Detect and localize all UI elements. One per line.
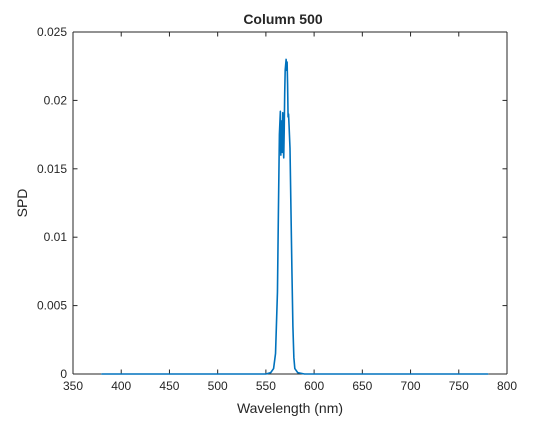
series-layer bbox=[101, 58, 489, 375]
x-tick-label: 500 bbox=[208, 379, 228, 393]
y-tick-label: 0.005 bbox=[37, 299, 67, 313]
series-line bbox=[101, 58, 489, 375]
x-axis-ticks: 350 400 450 500 550 600 650 700 750 800 bbox=[63, 32, 517, 393]
x-tick-label: 650 bbox=[352, 379, 372, 393]
x-tick-label: 800 bbox=[497, 379, 517, 393]
y-axis-label: SPD bbox=[14, 189, 30, 218]
x-tick-label: 700 bbox=[401, 379, 421, 393]
x-tick-label: 750 bbox=[449, 379, 469, 393]
y-tick-label: 0.015 bbox=[37, 162, 67, 176]
y-tick-label: 0.025 bbox=[37, 25, 67, 39]
y-axis-ticks: 0 0.005 0.01 0.015 0.02 0.025 bbox=[37, 25, 507, 381]
x-tick-label: 550 bbox=[256, 379, 276, 393]
y-tick-label: 0.02 bbox=[44, 93, 68, 107]
x-tick-label: 600 bbox=[304, 379, 324, 393]
x-tick-label: 400 bbox=[111, 379, 131, 393]
y-tick-label: 0 bbox=[60, 367, 67, 381]
plot-area bbox=[73, 32, 507, 374]
y-tick-label: 0.01 bbox=[44, 230, 68, 244]
x-axis-label: Wavelength (nm) bbox=[237, 400, 343, 416]
x-tick-label: 350 bbox=[63, 379, 83, 393]
chart-title: Column 500 bbox=[243, 11, 323, 27]
x-tick-label: 450 bbox=[159, 379, 179, 393]
